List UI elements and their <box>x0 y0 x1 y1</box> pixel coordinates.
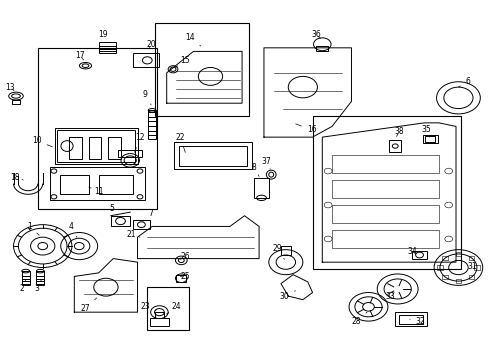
Bar <box>99 42 116 53</box>
Bar <box>281 246 290 255</box>
Text: 24: 24 <box>166 302 181 314</box>
Bar <box>99 175 132 194</box>
Bar <box>394 312 426 327</box>
Text: 36: 36 <box>311 30 321 39</box>
Bar <box>312 116 460 269</box>
Text: 23: 23 <box>140 302 156 311</box>
Text: 37: 37 <box>261 157 271 169</box>
Bar <box>468 256 473 260</box>
Text: 19: 19 <box>99 31 108 42</box>
Bar <box>422 135 437 143</box>
Bar <box>455 252 460 256</box>
Bar <box>12 100 20 104</box>
Text: 25: 25 <box>180 272 190 281</box>
Bar <box>50 167 144 200</box>
Text: 7: 7 <box>143 209 153 221</box>
Bar <box>425 136 434 142</box>
Text: 20: 20 <box>146 40 156 49</box>
Bar <box>154 312 164 318</box>
Bar <box>442 275 447 279</box>
Text: 12: 12 <box>134 133 144 152</box>
Text: 31: 31 <box>460 262 476 271</box>
Bar <box>108 137 120 158</box>
Bar <box>118 150 142 157</box>
Text: 33: 33 <box>385 292 394 301</box>
Text: 3: 3 <box>34 280 41 293</box>
Text: 9: 9 <box>142 90 151 105</box>
Bar <box>411 251 426 259</box>
Bar <box>468 275 473 279</box>
Bar <box>147 287 188 330</box>
Text: 18: 18 <box>10 173 23 182</box>
Bar <box>22 271 30 285</box>
Text: 32: 32 <box>409 316 425 325</box>
Text: 17: 17 <box>75 51 85 60</box>
Bar <box>388 140 400 153</box>
Bar <box>398 315 422 324</box>
Text: 4: 4 <box>68 222 77 237</box>
Text: 22: 22 <box>175 132 185 152</box>
Bar <box>132 220 150 229</box>
Bar <box>436 265 442 270</box>
Bar <box>473 265 479 270</box>
Bar <box>154 23 249 116</box>
Text: 27: 27 <box>80 298 97 313</box>
Bar <box>148 111 156 139</box>
Text: 1: 1 <box>27 222 39 235</box>
Text: 30: 30 <box>279 291 295 301</box>
Bar <box>174 143 251 169</box>
Text: 34: 34 <box>407 247 416 256</box>
Bar <box>69 137 81 158</box>
Text: 29: 29 <box>272 244 284 259</box>
Bar <box>55 128 137 164</box>
Bar <box>331 230 438 248</box>
Text: 5: 5 <box>110 204 118 217</box>
Bar <box>36 271 44 285</box>
Bar <box>38 48 157 208</box>
Text: 35: 35 <box>420 125 430 137</box>
Text: 38: 38 <box>393 127 403 136</box>
Text: 13: 13 <box>5 83 15 92</box>
Bar <box>176 275 186 282</box>
Text: 2: 2 <box>20 280 26 293</box>
Bar <box>111 216 130 226</box>
Text: 15: 15 <box>175 56 190 67</box>
Bar <box>331 180 438 198</box>
Bar <box>455 279 460 283</box>
Text: 8: 8 <box>251 163 259 176</box>
Bar <box>149 318 169 327</box>
Text: 16: 16 <box>295 124 316 135</box>
Text: 21: 21 <box>127 230 140 239</box>
Bar <box>254 178 268 198</box>
Bar <box>179 146 246 166</box>
Text: 11: 11 <box>89 187 103 196</box>
Text: 28: 28 <box>351 312 366 325</box>
Bar <box>331 205 438 223</box>
Bar <box>331 155 438 173</box>
Text: 6: 6 <box>458 77 469 87</box>
Text: 10: 10 <box>32 136 52 147</box>
Bar <box>316 46 327 51</box>
Text: 26: 26 <box>180 252 190 261</box>
Bar <box>60 175 89 194</box>
Text: 14: 14 <box>185 33 201 46</box>
Bar <box>89 137 101 158</box>
Bar <box>132 53 159 67</box>
Bar <box>442 256 447 260</box>
Bar <box>57 130 135 162</box>
